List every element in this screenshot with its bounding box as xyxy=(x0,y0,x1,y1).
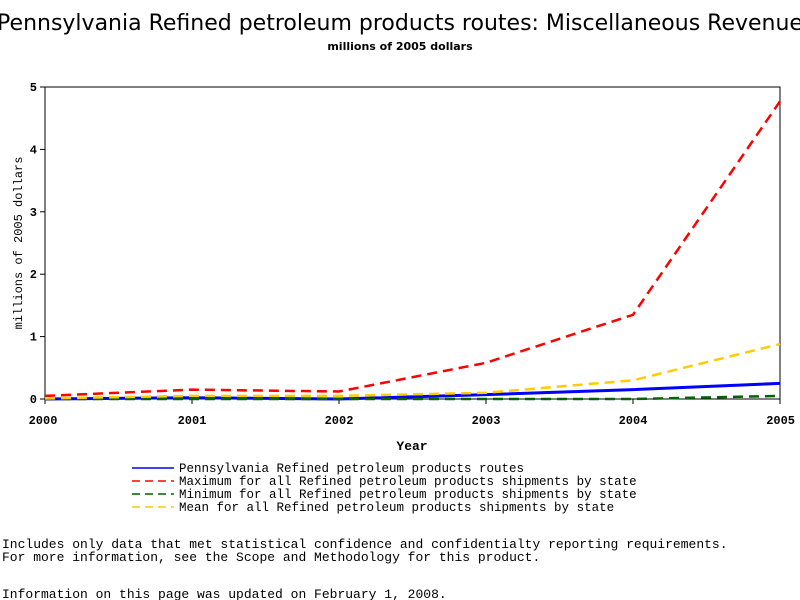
series-lines xyxy=(44,100,782,401)
updated-note: Information on this page was updated on … xyxy=(2,587,447,600)
legend-label-1: Pennsylvania Refined petroleum products … xyxy=(179,462,524,476)
x-tick-label: 2000 xyxy=(29,414,58,428)
series-line-2 xyxy=(44,100,782,398)
y-tick-label: 5 xyxy=(30,81,37,95)
y-tick-label: 3 xyxy=(30,206,37,220)
x-tick-label: 2003 xyxy=(472,414,501,428)
legend-label-3: Minimum for all Refined petroleum produc… xyxy=(179,488,637,502)
x-axis: 2000 2001 2002 2003 2004 2005 xyxy=(29,399,795,428)
series-line-3 xyxy=(45,394,781,401)
chart-subtitle: millions of 2005 dollars xyxy=(327,40,473,53)
y-tick-label: 2 xyxy=(30,268,37,282)
x-tick-label: 2002 xyxy=(325,414,354,428)
y-axis-label: millions of 2005 dollars xyxy=(12,157,26,330)
x-tick-label: 2005 xyxy=(766,414,795,428)
plot-area xyxy=(44,86,781,400)
legend-label-2: Maximum for all Refined petroleum produc… xyxy=(179,475,637,489)
y-axis: 0 1 2 3 4 5 xyxy=(30,81,45,407)
chart-title: Pennsylvania Refined petroleum products … xyxy=(0,11,800,36)
x-axis-label: Year xyxy=(396,439,427,454)
y-tick-label: 0 xyxy=(30,393,37,407)
footnote-line-1: Includes only data that met statistical … xyxy=(2,537,728,552)
x-tick-label: 2004 xyxy=(619,414,648,428)
legend-label-4: Mean for all Refined petroleum products … xyxy=(179,501,614,515)
footnote-line-2: For more information, see the Scope and … xyxy=(2,550,540,565)
y-tick-label: 1 xyxy=(30,331,37,345)
series-line-4 xyxy=(44,342,781,400)
series-line-1 xyxy=(44,381,781,401)
y-tick-label: 4 xyxy=(30,143,37,157)
x-tick-label: 2001 xyxy=(178,414,207,428)
legend: Pennsylvania Refined petroleum products … xyxy=(132,462,637,515)
